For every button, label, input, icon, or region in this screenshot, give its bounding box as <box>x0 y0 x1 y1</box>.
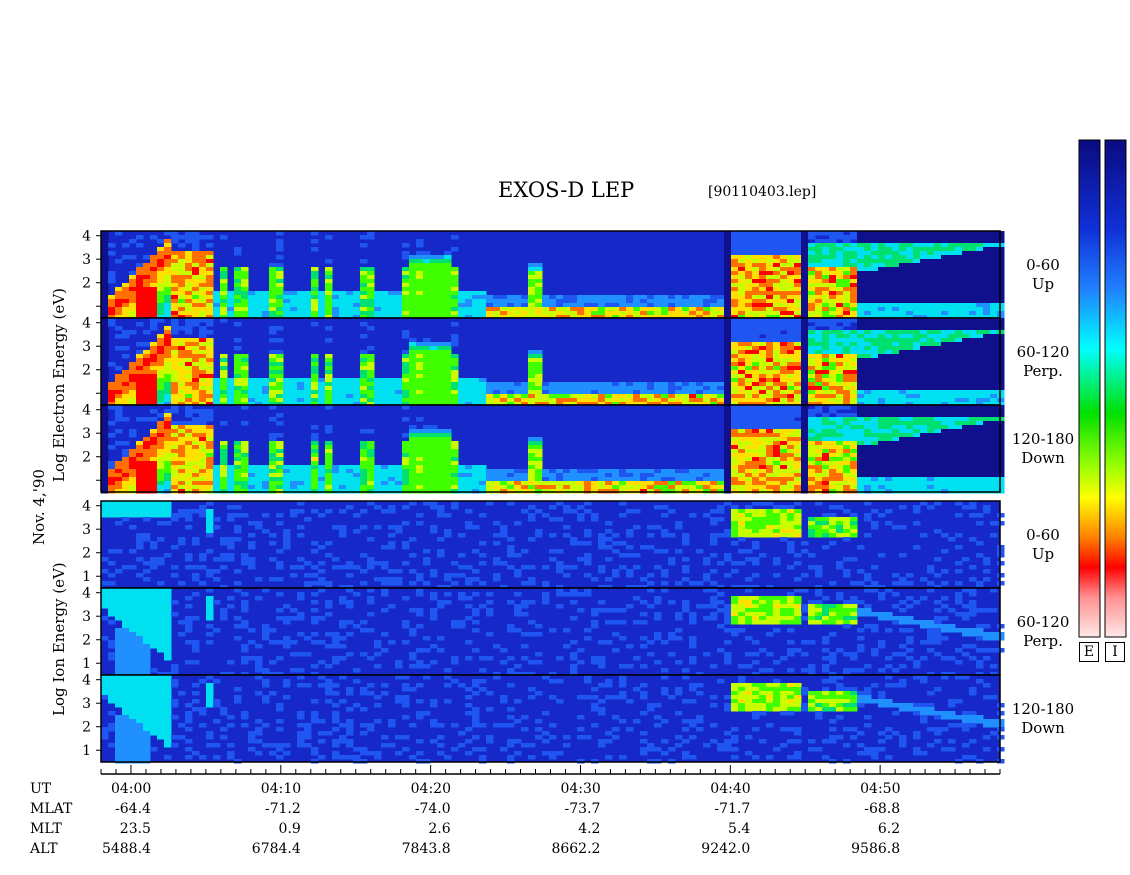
orbit-value: 5488.4 <box>101 841 151 857</box>
spectrogram-panel: 1 2 3 4 <box>82 673 1005 764</box>
colorbar-label-e: E <box>1079 642 1099 662</box>
panel-frame <box>100 404 1001 493</box>
orbit-value: 0.9 <box>278 821 301 837</box>
orbit-value: 6784.4 <box>251 841 301 857</box>
spectrogram-panel: 1 2 3 4 <box>82 499 1005 590</box>
orbit-value: -71.7 <box>714 801 751 817</box>
y-tick-label: 1 <box>82 569 91 585</box>
panel-direction-label: Perp. <box>1023 632 1063 650</box>
panel-label: 60-120 Perp. <box>1008 343 1078 381</box>
orbit-row-label: MLAT <box>30 801 73 817</box>
panel-label: 120-180 Down <box>1008 430 1078 468</box>
panel-angle-label: 120-180 <box>1011 430 1075 448</box>
orbit-value: 6.2 <box>877 821 901 837</box>
colorbars <box>1078 139 1127 638</box>
y-tick-label: 4 <box>82 403 91 419</box>
orbit-value: -64.4 <box>115 801 151 817</box>
y-tick-label: 1 <box>82 656 91 672</box>
spectrogram-panel: 2 3 4 <box>82 403 1005 494</box>
colorbar-label-i: I <box>1105 642 1125 662</box>
orbit-value: -73.7 <box>564 801 601 817</box>
panel-direction-label: Down <box>1021 719 1065 737</box>
y-tick-label: 4 <box>82 229 91 245</box>
orbit-value: 04:10 <box>260 781 302 797</box>
y-tick-label: 4 <box>82 499 91 515</box>
panel-label: 60-120 Perp. <box>1008 613 1078 651</box>
orbit-value: 04:20 <box>410 781 451 797</box>
panel-angle-label: 0-60 <box>1026 256 1060 274</box>
orbit-value: 5.4 <box>728 821 751 837</box>
panel-angle-label: 120-180 <box>1011 700 1075 718</box>
orbit-value: 4.2 <box>578 821 601 837</box>
orbit-value: 04:00 <box>110 781 152 797</box>
spectrogram-panel: 1 2 3 4 <box>82 586 1005 677</box>
chart-title: EXOS-D LEP <box>498 178 635 202</box>
orbit-value: -74.0 <box>414 801 451 817</box>
y-tick-label: 2 <box>82 450 91 466</box>
y-tick-label: 3 <box>82 426 91 442</box>
orbit-value: 7843.8 <box>401 841 451 857</box>
panel-direction-label: Down <box>1021 449 1065 467</box>
colorbar-electron <box>1078 139 1101 638</box>
orbit-value: 04:50 <box>860 781 901 797</box>
orbit-value: 9586.8 <box>851 841 901 857</box>
y-tick-label: 1 <box>82 743 91 759</box>
orbit-row-label: ALT <box>30 841 58 857</box>
y-tick-label: 4 <box>82 316 91 332</box>
y-tick-label: 2 <box>82 276 91 292</box>
y-tick-label: 3 <box>82 609 91 625</box>
panel-angle-label: 60-120 <box>1016 613 1070 631</box>
orbit-value: -71.2 <box>264 801 301 817</box>
y-tick-label: 2 <box>82 633 91 649</box>
y-tick-label: 3 <box>82 696 91 712</box>
y-tick-label: 4 <box>82 673 91 689</box>
orbit-value: 8662.2 <box>551 841 601 857</box>
orbit-value: 2.6 <box>428 821 451 837</box>
orbit-row-label: UT <box>30 781 52 797</box>
y-tick-label: 3 <box>82 522 91 538</box>
colorbar-ion <box>1104 139 1127 638</box>
y-tick-label: 2 <box>82 720 91 736</box>
y-tick-label: 4 <box>82 586 91 602</box>
panel-direction-label: Up <box>1031 275 1055 293</box>
panel-direction-label: Perp. <box>1023 362 1063 380</box>
orbit-value: -68.8 <box>864 801 901 817</box>
spectrogram-panel: 2 3 4 <box>82 316 1005 407</box>
y-tick-label: 3 <box>82 252 91 268</box>
orbit-value: 9242.0 <box>701 841 751 857</box>
orbit-value: 04:40 <box>710 781 751 797</box>
panel-angle-label: 0-60 <box>1026 526 1060 544</box>
orbit-value: 04:30 <box>560 781 601 797</box>
file-name: [90110403.lep] <box>708 184 817 200</box>
y-tick-label: 3 <box>82 339 91 355</box>
orbit-row-label: MLT <box>30 821 62 837</box>
panel-label: 120-180 Down <box>1008 700 1078 738</box>
y-tick-label: 2 <box>82 546 91 562</box>
panel-direction-label: Up <box>1031 545 1055 563</box>
spectrogram-panel: 2 3 4 <box>82 229 1005 320</box>
panel-label: 0-60 Up <box>1008 256 1078 294</box>
panel-frame <box>100 674 1001 763</box>
orbit-value: 23.5 <box>119 821 151 837</box>
panel-angle-label: 60-120 <box>1016 343 1070 361</box>
panel-label: 0-60 Up <box>1008 526 1078 564</box>
y-tick-label: 2 <box>82 363 91 379</box>
